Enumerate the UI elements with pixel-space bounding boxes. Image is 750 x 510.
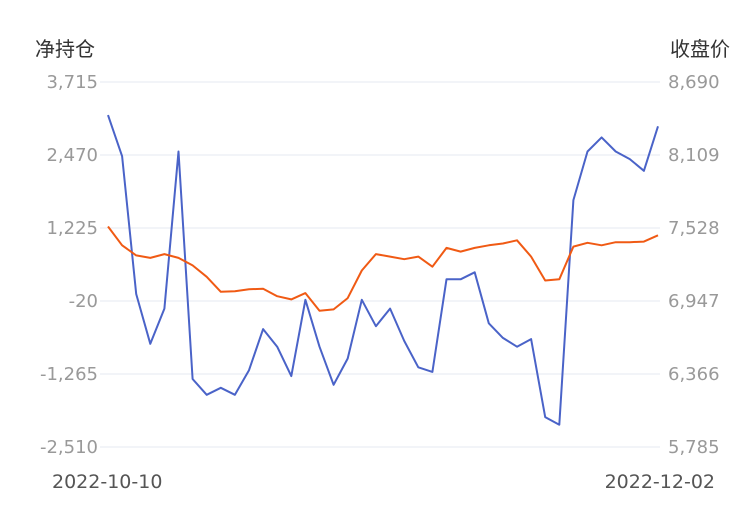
- right-tick-label: 5,785: [668, 437, 720, 458]
- left-tick-label: 3,715: [46, 72, 98, 93]
- left-tick-label: 2,470: [46, 145, 98, 166]
- left-tick-label: -2,510: [40, 437, 98, 458]
- right-tick-label: 7,528: [668, 218, 720, 239]
- right-tick-label: 6,366: [668, 364, 720, 385]
- right-tick-label: 6,947: [668, 291, 720, 312]
- series-lines: [107, 114, 659, 426]
- left-tick-label: -1,265: [40, 364, 98, 385]
- left-tick-label: 1,225: [46, 218, 98, 239]
- right-axis-ticks: 8,690 8,109 7,528 6,947 6,366 5,785: [668, 72, 720, 458]
- left-axis-ticks: 3,715 2,470 1,225 -20 -1,265 -2,510: [40, 72, 98, 458]
- left-axis-title: 净持仓: [35, 37, 95, 61]
- x-start-label: 2022-10-10: [52, 471, 162, 493]
- right-tick-label: 8,690: [668, 72, 720, 93]
- right-tick-label: 8,109: [668, 145, 720, 166]
- x-end-label: 2022-12-02: [605, 471, 715, 493]
- net-position-line: [107, 114, 659, 426]
- right-axis-title: 收盘价: [670, 37, 730, 61]
- gridlines: [100, 81, 660, 448]
- close-price-line: [107, 225, 659, 312]
- left-tick-label: -20: [69, 291, 98, 312]
